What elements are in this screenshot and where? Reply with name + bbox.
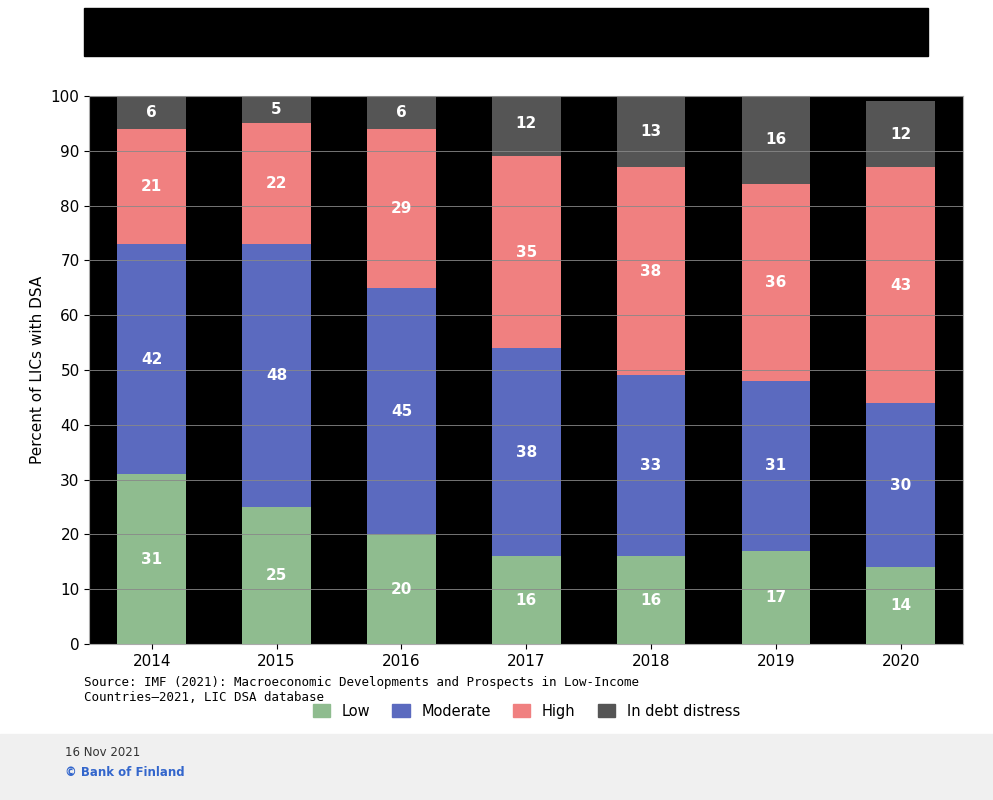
Text: 36: 36	[766, 275, 786, 290]
Bar	[242, 507, 311, 644]
Bar	[492, 156, 561, 348]
Text: 14: 14	[891, 598, 912, 613]
Text: 20: 20	[391, 582, 412, 597]
Text: © Bank of Finland: © Bank of Finland	[65, 766, 184, 779]
Bar	[617, 375, 685, 556]
Bar	[492, 556, 561, 644]
Text: 38: 38	[640, 264, 661, 279]
Text: 35: 35	[515, 245, 537, 260]
Bar	[117, 96, 186, 129]
Bar	[367, 288, 436, 534]
Bar	[867, 567, 935, 644]
Text: 17: 17	[766, 590, 786, 605]
Text: 43: 43	[890, 278, 912, 293]
Bar	[867, 102, 935, 167]
Text: 13: 13	[640, 124, 661, 139]
Text: 16: 16	[766, 132, 786, 147]
Bar	[617, 556, 685, 644]
Text: 5: 5	[271, 102, 282, 117]
Bar	[117, 129, 186, 244]
Text: Source: IMF (2021): Macroeconomic Developments and Prospects in Low-Income
Count: Source: IMF (2021): Macroeconomic Develo…	[84, 676, 639, 704]
Text: 16: 16	[515, 593, 537, 608]
Bar	[492, 90, 561, 156]
Text: 16 Nov 2021: 16 Nov 2021	[65, 746, 140, 758]
Bar	[617, 167, 685, 375]
Text: 21: 21	[141, 179, 163, 194]
Bar	[367, 129, 436, 288]
Bar	[242, 123, 311, 244]
Bar	[617, 96, 685, 167]
Text: 30: 30	[890, 478, 912, 493]
Bar	[867, 167, 935, 403]
Text: Evolution of risk of debt distress in LICs: Evolution of risk of debt distress in LI…	[89, 28, 623, 52]
Text: 6: 6	[396, 105, 407, 120]
Text: 33: 33	[640, 458, 661, 474]
Bar	[117, 244, 186, 474]
Bar	[867, 403, 935, 567]
Bar	[367, 96, 436, 129]
Legend: Low, Moderate, High, In debt distress: Low, Moderate, High, In debt distress	[307, 698, 746, 725]
Bar	[117, 474, 186, 644]
Text: 31: 31	[766, 458, 786, 474]
Bar	[367, 534, 436, 644]
Bar	[742, 184, 810, 381]
Text: 12: 12	[890, 127, 912, 142]
Text: 38: 38	[515, 445, 537, 460]
Bar	[742, 381, 810, 551]
Bar	[742, 551, 810, 644]
Bar	[242, 244, 311, 507]
Text: 45: 45	[391, 403, 412, 418]
Y-axis label: Percent of LICs with DSA: Percent of LICs with DSA	[30, 276, 46, 464]
Text: 12: 12	[515, 116, 537, 131]
Bar	[242, 96, 311, 123]
Text: 42: 42	[141, 351, 163, 366]
Bar	[742, 96, 810, 184]
Bar	[492, 348, 561, 556]
Text: 48: 48	[266, 368, 287, 383]
Text: 22: 22	[266, 176, 287, 191]
Text: 31: 31	[141, 551, 162, 566]
Text: 25: 25	[266, 568, 287, 583]
Text: 6: 6	[146, 105, 157, 120]
Text: 16: 16	[640, 593, 661, 608]
Text: 29: 29	[391, 201, 412, 216]
